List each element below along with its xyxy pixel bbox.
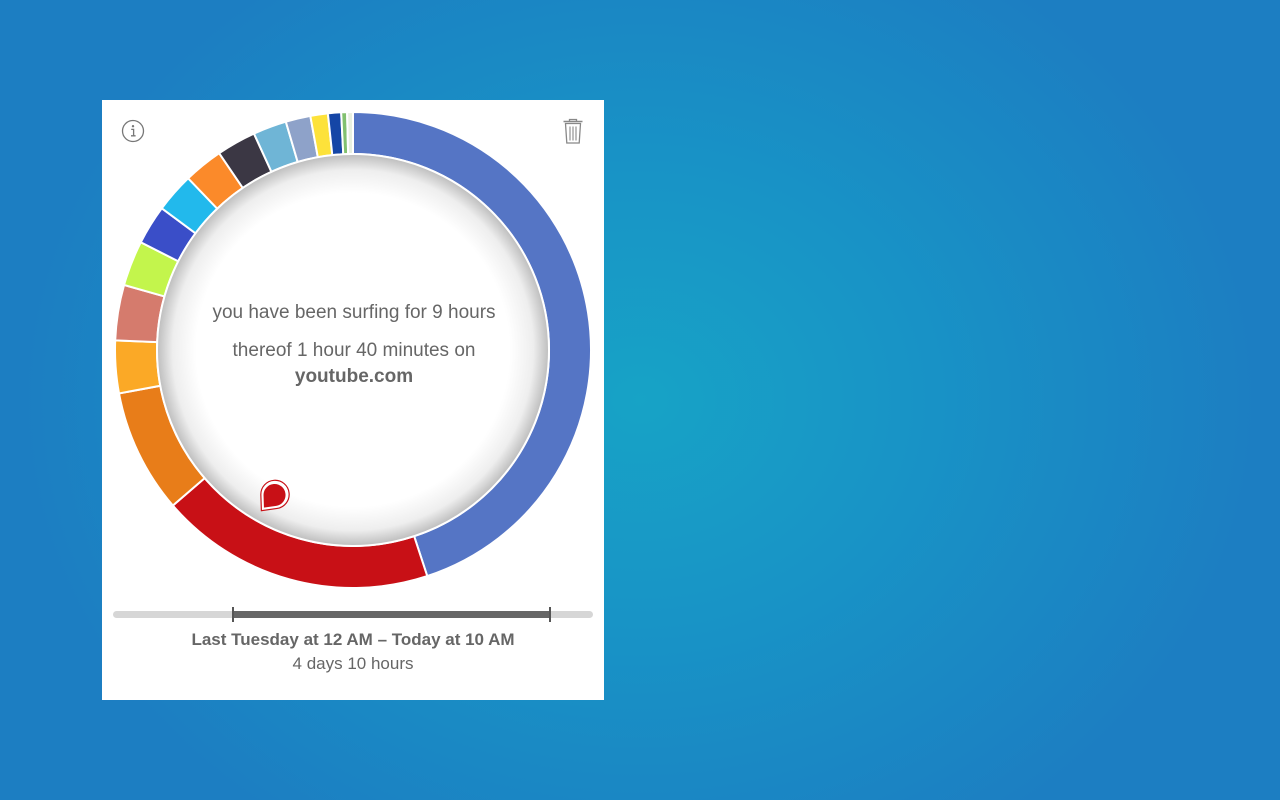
trash-icon[interactable] [561, 117, 585, 145]
time-range-dates: Last Tuesday at 12 AM – Today at 10 AM [191, 630, 515, 649]
top-domain-label: youtube.com [294, 366, 414, 387]
surfing-duration-text: you have been surfing for 9 hours [212, 302, 496, 323]
donut-segment-15[interactable] [346, 110, 354, 156]
donut-inner-circle [156, 153, 550, 547]
popup-panel: you have been surfing for 9 hours thereo… [102, 100, 604, 700]
time-range-slider[interactable] [113, 607, 593, 622]
time-range-duration: 4 days 10 hours [292, 654, 414, 673]
domain-duration-text: thereof 1 hour 40 minutes on [232, 340, 476, 361]
map-marker-icon[interactable] [251, 474, 295, 519]
usage-donut-chart [114, 110, 592, 589]
time-range-label: Last Tuesday at 12 AM – Today at 10 AM 4… [102, 630, 604, 674]
range-end-handle[interactable] [548, 607, 551, 622]
range-start-handle[interactable] [232, 607, 234, 622]
donut-segment-3[interactable] [114, 339, 162, 395]
time-range-selection[interactable] [233, 611, 550, 618]
info-icon[interactable] [121, 119, 145, 143]
summary-text: you have been surfing for 9 hours thereo… [194, 300, 514, 388]
